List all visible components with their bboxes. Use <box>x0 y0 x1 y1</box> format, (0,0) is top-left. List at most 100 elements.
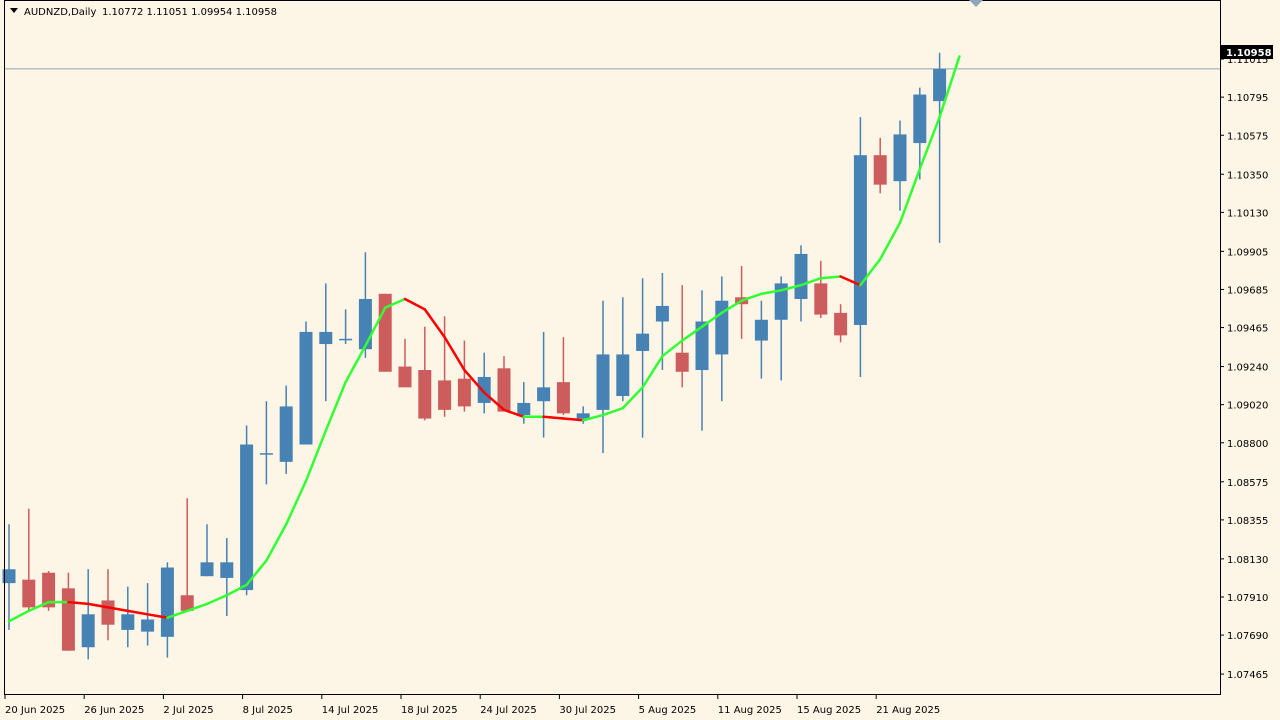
y-tick-label: 1.10130 <box>1227 208 1268 219</box>
candle-body <box>22 579 36 608</box>
moving-average-segment <box>185 602 209 613</box>
current-price-box <box>1221 45 1273 59</box>
y-tick-label: 1.09465 <box>1227 324 1268 335</box>
candle-body <box>873 155 887 185</box>
moving-average-segment <box>779 283 803 292</box>
candle-body <box>774 283 788 320</box>
candle-body <box>319 331 333 345</box>
candle-body <box>81 614 95 648</box>
x-tick-label: 5 Aug 2025 <box>639 705 697 716</box>
current-price-label: 1.10958 <box>1226 48 1272 59</box>
moving-average-segment <box>700 311 724 328</box>
moving-average-segment <box>7 609 31 623</box>
moving-average-segment <box>641 354 664 389</box>
y-tick-label: 1.10575 <box>1227 131 1268 142</box>
moving-average-segment <box>284 479 308 526</box>
y-tick-label: 1.08800 <box>1227 439 1268 450</box>
moving-average-segment <box>166 609 189 620</box>
moving-average-segment <box>463 368 486 394</box>
moving-average-segment <box>680 325 704 342</box>
y-tick-label: 1.09240 <box>1227 363 1268 374</box>
candle-body <box>933 68 947 102</box>
candle-body <box>814 283 828 315</box>
y-tick-label: 1.10795 <box>1227 93 1268 104</box>
moving-average-segment <box>364 306 387 348</box>
moving-average-segment <box>819 275 842 280</box>
dropdown-triangle-icon[interactable] <box>10 8 18 13</box>
moving-average-segment <box>403 297 427 311</box>
moving-average-segment <box>106 606 130 613</box>
candle-body <box>655 305 669 322</box>
candle-body <box>477 376 491 403</box>
x-tick-label: 21 Aug 2025 <box>876 705 940 716</box>
y-tick-label: 1.07910 <box>1227 593 1268 604</box>
moving-average-segment <box>799 276 823 287</box>
candle-body <box>438 380 452 410</box>
candle-body <box>61 588 75 651</box>
candle-body <box>141 619 155 632</box>
candle-body <box>794 253 808 299</box>
chart-shift-marker-icon[interactable] <box>969 0 983 7</box>
moving-average-segment <box>621 386 644 410</box>
candle-body <box>556 382 570 414</box>
candle-body <box>893 134 907 182</box>
moving-average-segment <box>502 408 526 419</box>
y-tick-label: 1.09020 <box>1227 401 1268 412</box>
candle-body <box>754 319 768 341</box>
x-tick-label: 26 Jun 2025 <box>84 705 144 716</box>
y-tick-label: 1.07465 <box>1227 670 1268 681</box>
moving-average-segment <box>265 522 288 562</box>
moving-average-segment <box>344 344 367 384</box>
candle-body <box>2 569 16 584</box>
moving-average-segment <box>740 292 763 302</box>
candle-body <box>616 354 630 397</box>
x-tick-label: 2 Jul 2025 <box>163 705 213 716</box>
moving-average-segment <box>898 167 922 225</box>
y-tick-label: 1.09685 <box>1227 285 1268 296</box>
candle-body <box>42 572 56 608</box>
candle-body <box>200 562 214 577</box>
candles-layer <box>2 52 947 660</box>
candle-body <box>101 600 115 625</box>
moving-average-segment <box>423 308 446 339</box>
candle-body <box>497 368 511 412</box>
moving-average-segment <box>67 600 90 606</box>
candle-body <box>675 352 689 372</box>
moving-average-segment <box>245 559 268 587</box>
moving-average-segment <box>938 55 961 119</box>
y-tick-label: 1.10350 <box>1227 170 1268 181</box>
moving-average-segment <box>859 257 882 287</box>
moving-average-segment <box>205 593 229 606</box>
moving-average-segment <box>225 583 248 597</box>
y-tick-label: 1.09905 <box>1227 247 1268 258</box>
candle-body <box>339 338 353 341</box>
moving-average-segment <box>601 406 625 417</box>
moving-average-segment <box>126 609 149 616</box>
moving-average-segment <box>383 297 407 309</box>
candle-body <box>240 444 254 591</box>
moving-average-segment <box>918 115 941 171</box>
candle-body <box>834 312 848 336</box>
price-axis: 1.11015 1.10795 1.10575 1.10350 1.10130 1.099… <box>1220 55 1268 681</box>
candle-body <box>279 406 293 462</box>
y-tick-label: 1.08355 <box>1227 516 1268 527</box>
moving-average-segment <box>760 289 783 296</box>
candle-body <box>576 413 590 419</box>
moving-average-segment <box>839 275 862 287</box>
moving-average-segment <box>562 417 585 422</box>
moving-average-segment <box>86 602 110 609</box>
candle-body <box>517 402 531 416</box>
y-tick-label: 1.08575 <box>1227 478 1268 489</box>
y-tick-label: 1.07690 <box>1227 631 1268 642</box>
candle-body <box>398 366 412 388</box>
time-axis: 20 Jun 2025 26 Jun 2025 2 Jul 2025 8 Jul 20… <box>4 694 940 716</box>
moving-average-segment <box>482 391 506 412</box>
candle-body <box>695 321 709 371</box>
candle-body <box>160 567 174 637</box>
y-tick-label: 1.08130 <box>1227 555 1268 566</box>
candle-body <box>853 155 867 325</box>
y-tick-label: 1.11015 <box>1227 55 1268 66</box>
x-tick-label: 20 Jun 2025 <box>5 705 65 716</box>
